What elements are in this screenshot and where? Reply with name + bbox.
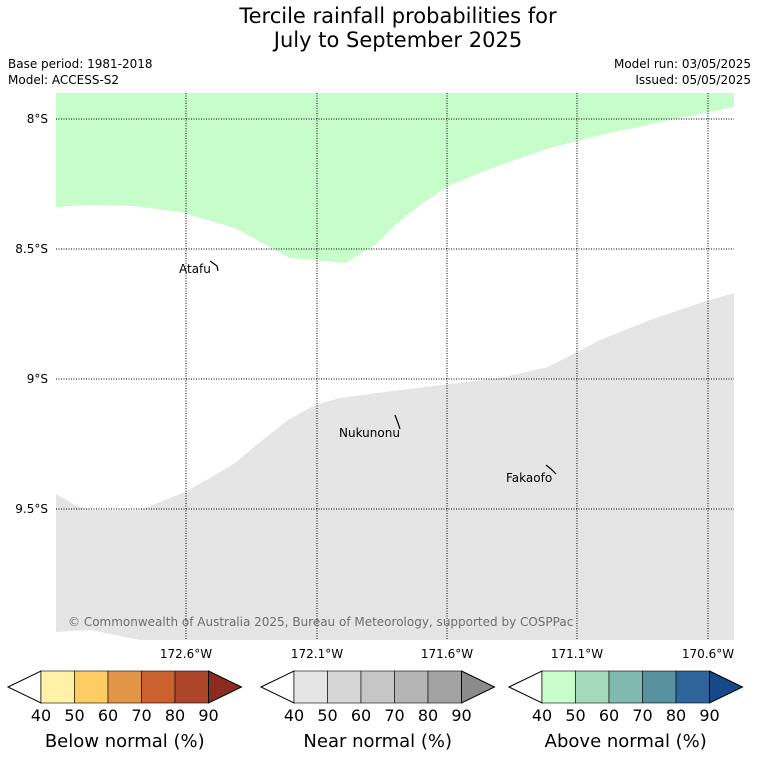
colorbar-segment [642, 670, 677, 704]
colorbar-tick-label: 70 [131, 706, 151, 725]
lon-label-171-1w: 171.1°W [551, 647, 603, 661]
colorbar-segment [40, 670, 75, 704]
lon-label-172-6w: 172.6°W [160, 647, 212, 661]
meta-left: Base period: 1981-2018 Model: ACCESS-S2 [8, 56, 153, 88]
colorbar-segment [394, 670, 429, 704]
colorbar-segment [327, 670, 362, 704]
colorbar-near-normal: 40 50 60 70 80 90 Near normal (%) [259, 670, 496, 752]
near-normal-region [56, 293, 734, 640]
colorbar-tick-label: 50 [565, 706, 585, 725]
lon-label-170-6w: 170.6°W [682, 647, 734, 661]
model-name: Model: ACCESS-S2 [8, 73, 120, 87]
colorbar-tick-label: 40 [31, 706, 51, 725]
colorbar-segment [541, 670, 576, 704]
colorbar-tick-label: 60 [351, 706, 371, 725]
colorbar-segment [141, 670, 176, 704]
colorbar-segment [174, 670, 209, 704]
colorbar-segment [427, 670, 462, 704]
fakaofo-atoll [545, 464, 557, 475]
near-normal-region-edge [716, 552, 734, 566]
colorbar-label: Near normal (%) [303, 731, 452, 752]
colorbar-tick-label: 80 [165, 706, 185, 725]
lat-label-9s: 9°S [27, 372, 48, 386]
colorbar-tick-label: 60 [98, 706, 118, 725]
gridlines [56, 93, 734, 640]
colorbar-tick-label: 70 [632, 706, 652, 725]
place-label-nukunonu: Nukunonu [339, 426, 400, 440]
colorbar-high-extension [208, 670, 243, 704]
colorbar-tick-label: 50 [64, 706, 84, 725]
colorbar-high-extension [709, 670, 744, 704]
colorbar-segment [74, 670, 109, 704]
colorbar-tick-label: 80 [418, 706, 438, 725]
map-panel: 8°S 8.5°S 9°S 9.5°S 172.6°W 172.1°W 171.… [15, 93, 734, 661]
lon-label-172-1w: 172.1°W [291, 647, 343, 661]
copyright-notice: © Commonwealth of Australia 2025, Bureau… [68, 615, 573, 629]
atafu-atoll [209, 260, 219, 272]
colorbar-low-extension [259, 670, 295, 704]
colorbar-low-extension [6, 670, 42, 704]
lat-label-8s: 8°S [27, 112, 48, 126]
colorbar-tick-label: 50 [317, 706, 337, 725]
colorbar-above-normal: 40 50 60 70 80 90 Above normal (%) [507, 670, 744, 752]
colorbar-segment [360, 670, 395, 704]
colorbar-tick-label: 70 [384, 706, 404, 725]
title-line-2: July to September 2025 [273, 28, 523, 52]
colorbar-label: Above normal (%) [545, 731, 707, 752]
colorbar-tick-label: 40 [284, 706, 304, 725]
base-period: Base period: 1981-2018 [8, 57, 153, 71]
place-label-atafu: Atafu [179, 262, 211, 276]
place-label-fakaofo: Fakaofo [506, 471, 552, 485]
colorbar-tick-label: 60 [599, 706, 619, 725]
colorbar-segment [675, 670, 710, 704]
colorbar-segment [107, 670, 142, 704]
map-title: Tercile rainfall probabilities for July … [0, 4, 758, 52]
colorbar-tick-label: 80 [666, 706, 686, 725]
lat-label-9-5s: 9.5°S [15, 502, 48, 516]
nukunonu-atoll [394, 414, 401, 430]
colorbar-label: Below normal (%) [45, 731, 205, 752]
lon-label-171-6w: 171.6°W [421, 647, 473, 661]
colorbars: 40 50 60 70 80 90 Below normal (%) 40 50 60 70 80 90… [6, 670, 744, 752]
colorbar-low-extension [507, 670, 543, 704]
colorbar-tick-label: 90 [699, 706, 719, 725]
places: Atafu Nukunonu Fakaofo [179, 260, 557, 485]
colorbar-segment [575, 670, 610, 704]
colorbar-segment [608, 670, 643, 704]
lat-label-8-5s: 8.5°S [15, 242, 48, 256]
colorbar-high-extension [461, 670, 496, 704]
model-run: Model run: 03/05/2025 [613, 57, 751, 71]
colorbar-tick-label: 40 [532, 706, 552, 725]
colorbar-tick-label: 90 [198, 706, 218, 725]
colorbar-tick-label: 90 [451, 706, 471, 725]
issued-date: Issued: 05/05/2025 [635, 73, 751, 87]
meta-right: Model run: 03/05/2025 Issued: 05/05/2025 [614, 56, 751, 88]
above-normal-region [56, 93, 734, 263]
colorbar-segment [293, 670, 328, 704]
colorbar-below-normal: 40 50 60 70 80 90 Below normal (%) [6, 670, 243, 752]
title-line-1: Tercile rainfall probabilities for [239, 4, 557, 28]
